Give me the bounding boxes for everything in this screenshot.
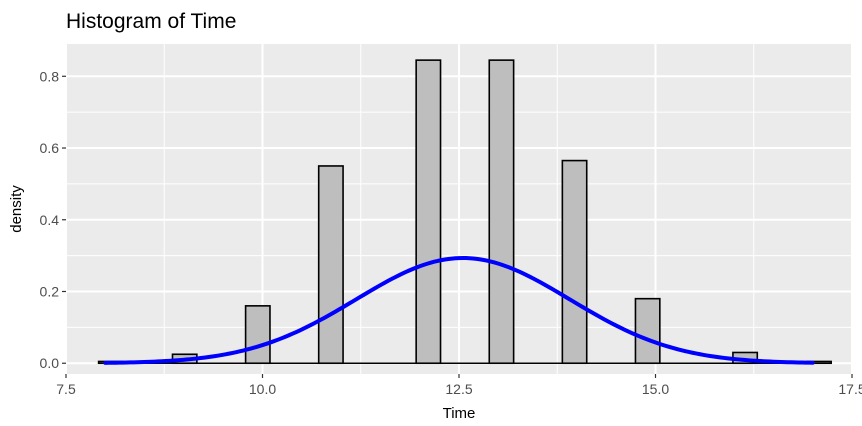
y-axis: 0.0 0.2 0.4 0.6 0.8	[40, 68, 66, 371]
histogram-bar	[634, 297, 661, 365]
y-tick-label: 0.4	[40, 212, 60, 228]
x-tick-label: 7.5	[56, 381, 76, 397]
x-axis: 7.5 10.0 12.5 15.0 17.5	[56, 374, 862, 397]
x-tick-label: 17.5	[838, 381, 862, 397]
histogram-bar	[244, 305, 271, 365]
y-axis-label: density	[8, 185, 25, 233]
y-tick-label: 0.2	[40, 284, 60, 300]
y-tick-label: 0.0	[40, 355, 60, 371]
histogram-bar	[488, 59, 515, 365]
histogram-bar	[415, 59, 442, 365]
y-tick-label: 0.8	[40, 68, 60, 84]
x-tick-label: 15.0	[642, 381, 669, 397]
y-tick-label: 0.6	[40, 140, 60, 156]
x-tick-label: 10.0	[249, 381, 276, 397]
histogram-bar	[317, 165, 344, 365]
histogram-bar	[561, 159, 588, 365]
density-curve	[103, 256, 815, 365]
x-axis-label: Time	[443, 405, 476, 422]
chart-title: Histogram of Time	[66, 10, 236, 33]
x-tick-label: 12.5	[445, 381, 472, 397]
